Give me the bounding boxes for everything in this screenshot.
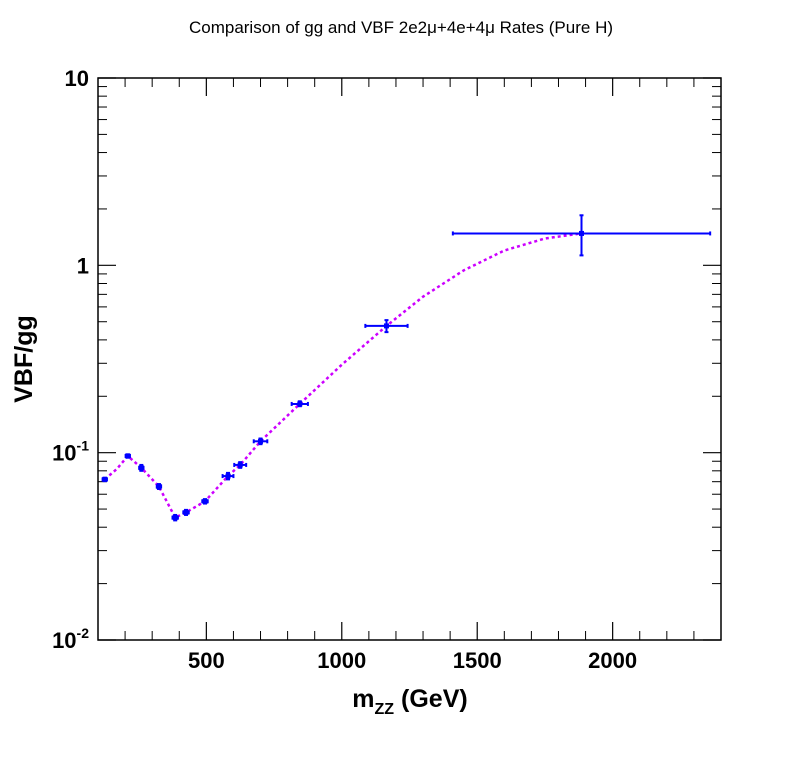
x-axis-label: mZZ (GeV) — [352, 685, 467, 718]
marker — [102, 476, 108, 482]
x-axis: 500 1000 1500 2000 — [124, 78, 695, 673]
data-point — [171, 513, 179, 522]
y-tick-label: 10-2 — [52, 625, 89, 653]
data-point — [451, 214, 712, 257]
y-tick-label: 10 — [65, 66, 89, 91]
plot-series — [101, 214, 712, 522]
marker — [258, 438, 264, 444]
marker — [138, 465, 144, 471]
marker — [237, 462, 243, 468]
y-tick-label: 10-1 — [52, 438, 89, 466]
data-point — [101, 476, 108, 483]
data-point — [201, 498, 209, 505]
marker — [183, 509, 189, 515]
chart-title: Comparison of gg and VBF 2e2μ+4e+4μ Rate… — [189, 18, 613, 37]
marker — [383, 323, 389, 329]
marker — [202, 498, 208, 504]
data-point — [182, 508, 190, 516]
y-tick-label: 1 — [77, 253, 89, 278]
data-point — [155, 483, 163, 490]
marker — [125, 453, 131, 459]
marker — [297, 401, 303, 407]
data-point — [252, 437, 269, 446]
x-tick-label: 2000 — [588, 648, 637, 673]
marker — [172, 515, 178, 521]
x-tick-label: 500 — [188, 648, 225, 673]
x-tick-label: 1000 — [317, 648, 366, 673]
data-point — [138, 463, 145, 472]
marker — [156, 483, 162, 489]
data-point — [290, 400, 309, 408]
data-point — [124, 453, 131, 459]
marker — [225, 473, 231, 479]
plot-frame — [97, 77, 722, 641]
y-axis: 10 1 10-1 10-2 — [52, 66, 721, 653]
data-point — [364, 319, 409, 334]
data-point — [233, 461, 248, 469]
y-axis-label: VBF/gg — [10, 315, 38, 403]
series-line — [103, 232, 582, 519]
x-tick-label: 1500 — [453, 648, 502, 673]
marker — [579, 230, 585, 236]
data-point — [221, 471, 235, 481]
